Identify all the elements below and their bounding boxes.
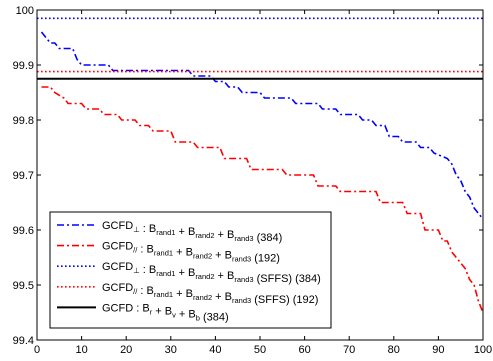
y-tick-label: 100 bbox=[16, 5, 34, 17]
x-tick-label: 60 bbox=[298, 344, 310, 356]
x-tick-label: 10 bbox=[75, 344, 87, 356]
legend-label: GCFD// : Brand1 + Brand2 + Brand3 (SFFS)… bbox=[102, 282, 318, 306]
x-tick-label: 40 bbox=[209, 344, 221, 356]
y-tick-label: 99.9 bbox=[13, 60, 34, 72]
legend-box bbox=[49, 211, 332, 329]
x-tick-label: 90 bbox=[432, 344, 444, 356]
x-tick-label: 80 bbox=[388, 344, 400, 356]
legend-label: GCFD// : Brand1 + Brand2 + Brand3 (192) bbox=[102, 241, 280, 265]
x-tick-label: 100 bbox=[474, 344, 492, 356]
series-line-1 bbox=[40, 31, 484, 220]
series-line-2 bbox=[41, 86, 484, 313]
x-tick-label: 50 bbox=[254, 344, 266, 356]
y-tick-label: 99.8 bbox=[13, 115, 34, 127]
legend-label: GCFD : Br + Bv + Bb (384) bbox=[102, 302, 229, 323]
x-tick-label: 30 bbox=[165, 344, 177, 356]
x-tick-label: 20 bbox=[120, 344, 132, 356]
y-tick-label: 99.4 bbox=[13, 335, 34, 347]
legend-label: GCFD⊥ : Brand1 + Brand2 + Brand3 (384) bbox=[102, 220, 282, 244]
legend: GCFD⊥ : Brand1 + Brand2 + Brand3 (384)GC… bbox=[49, 211, 332, 329]
y-tick-label: 99.5 bbox=[13, 280, 34, 292]
x-tick-label: 70 bbox=[343, 344, 355, 356]
legend-label: GCFD⊥ : Brand1 + Brand2 + Brand3 (SFFS) … bbox=[102, 261, 321, 285]
axis-ticks: 0 10 20 30 40 50 60 70 80 90 100 99.4 99.5 99.6 99.7 99… bbox=[13, 5, 493, 356]
x-tick-label: 0 bbox=[34, 344, 40, 356]
y-tick-label: 99.7 bbox=[13, 170, 34, 182]
series-layer bbox=[37, 17, 484, 313]
y-tick-label: 99.6 bbox=[13, 225, 34, 237]
